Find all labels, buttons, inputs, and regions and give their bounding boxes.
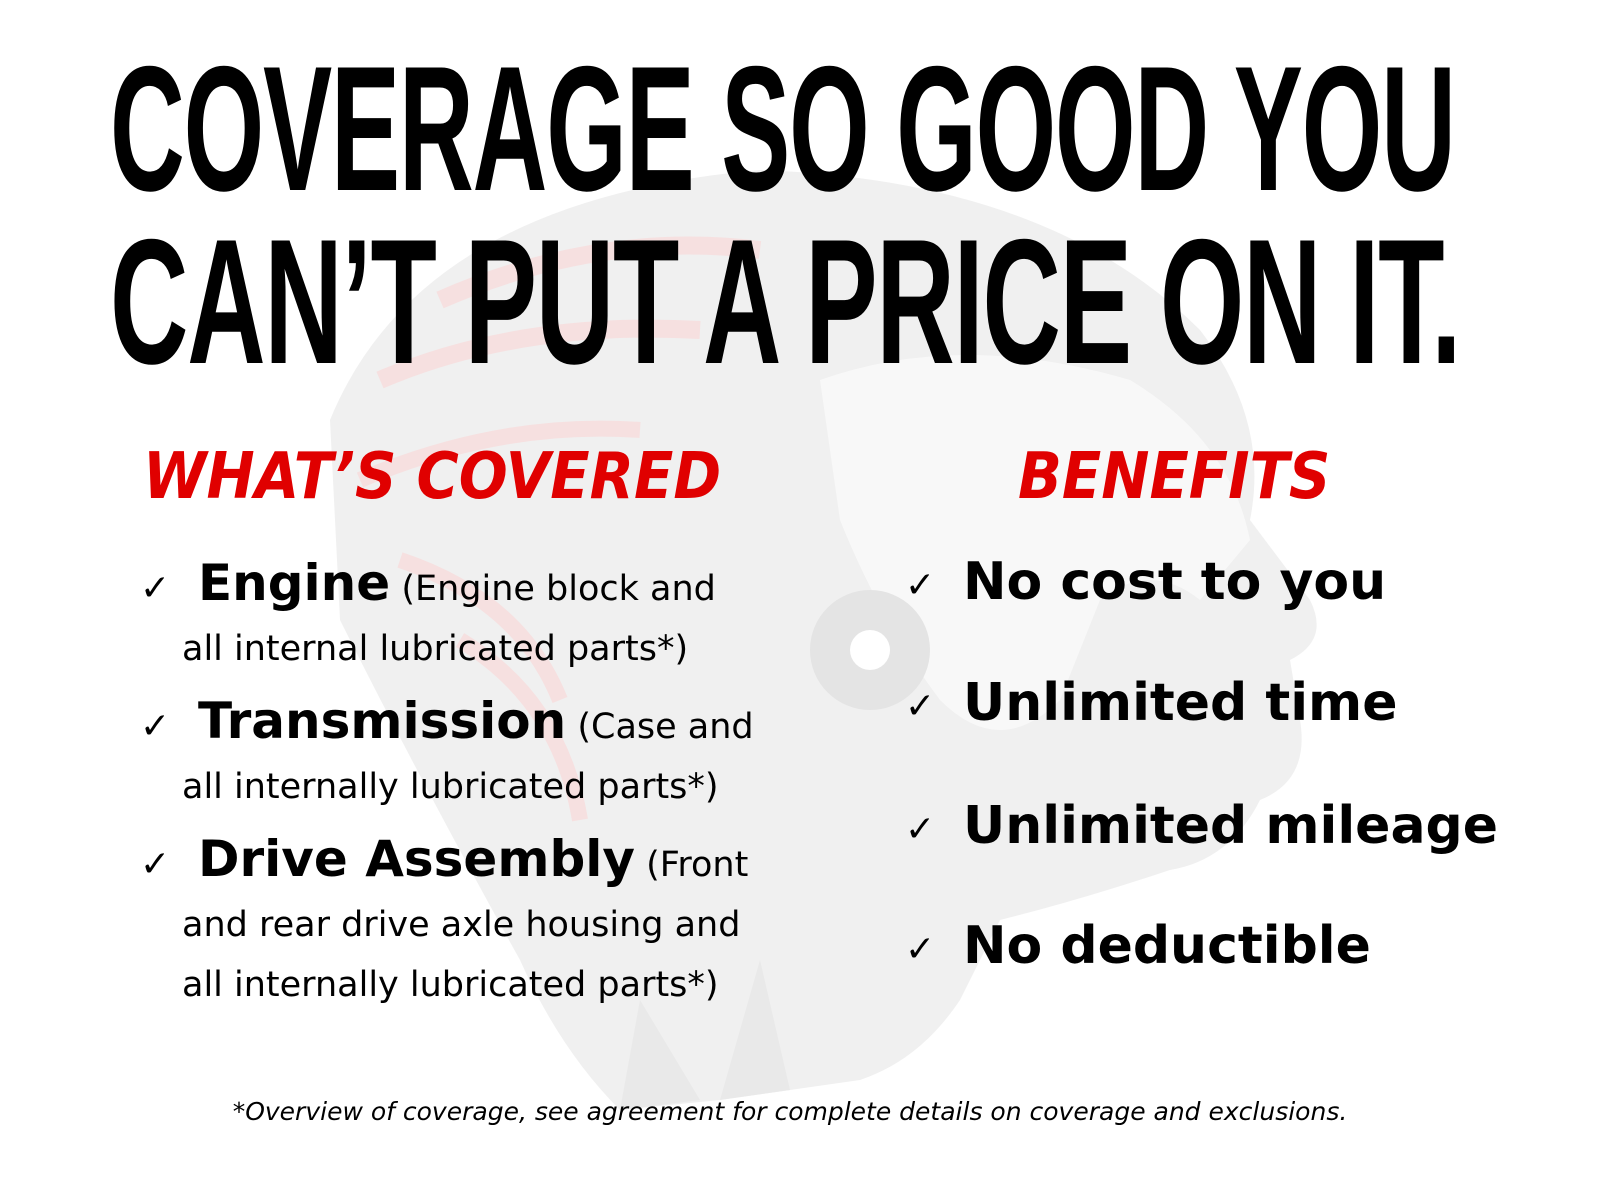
benefits-heading: BENEFITS <box>1018 440 1331 514</box>
check-icon: ✓ <box>905 685 936 727</box>
covered-item-detail: and rear drive axle housing and <box>182 905 741 945</box>
benefit-item: ✓ Unlimited time <box>905 673 1397 733</box>
covered-item-engine: ✓ Engine (Engine block and all internal l… <box>140 553 820 679</box>
footnote: *Overview of coverage, see agreement for… <box>232 1097 1348 1126</box>
covered-item-drive-assembly: ✓ Drive Assembly (Front and rear drive ax… <box>140 829 820 1015</box>
headline-line-2: CAN’T PUT A PRICE ON IT. <box>110 202 1461 401</box>
covered-item-detail: (Case and <box>577 707 754 747</box>
benefit-label: Unlimited mileage <box>963 796 1499 856</box>
benefit-label: No cost to you <box>963 552 1387 612</box>
check-icon: ✓ <box>140 706 171 747</box>
covered-item-title: Engine <box>198 554 391 612</box>
whats-covered-heading: WHAT’S COVERED <box>143 440 722 514</box>
headline-line-1: COVERAGE SO GOOD YOU <box>110 29 1456 228</box>
covered-item-detail: (Front <box>646 845 749 885</box>
check-icon: ✓ <box>140 568 171 609</box>
benefit-label: Unlimited time <box>963 673 1398 733</box>
covered-item-detail: all internally lubricated parts*) <box>182 965 719 1005</box>
covered-item-detail: all internal lubricated parts*) <box>182 629 689 669</box>
covered-item-detail: (Engine block and <box>401 569 716 609</box>
benefit-item: ✓ Unlimited mileage <box>905 796 1498 856</box>
covered-item-title: Transmission <box>198 692 567 750</box>
benefit-item: ✓ No deductible <box>905 916 1371 976</box>
check-icon: ✓ <box>140 844 171 885</box>
check-icon: ✓ <box>905 564 936 606</box>
benefit-item: ✓ No cost to you <box>905 552 1386 612</box>
check-icon: ✓ <box>905 928 936 970</box>
covered-item-transmission: ✓ Transmission (Case and all internally l… <box>140 691 820 817</box>
check-icon: ✓ <box>905 808 936 850</box>
covered-item-title: Drive Assembly <box>198 830 635 888</box>
covered-item-detail: all internally lubricated parts*) <box>182 767 719 807</box>
benefit-label: No deductible <box>963 916 1371 976</box>
